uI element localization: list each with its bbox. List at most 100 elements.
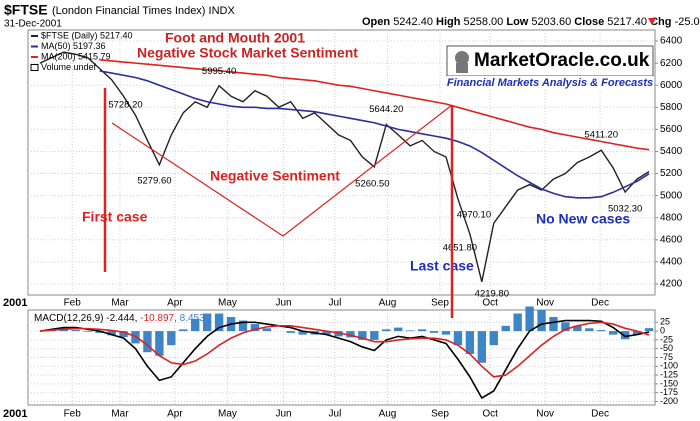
down-arrow <box>648 18 656 25</box>
y-tick-label: 4200 <box>660 279 683 290</box>
histogram-bar <box>214 313 224 332</box>
histogram-bar <box>155 331 164 356</box>
y-tick-label: 5200 <box>660 168 683 179</box>
x-tick-label: Jul <box>329 409 342 420</box>
annotation: Last case <box>410 258 474 274</box>
histogram-bar <box>620 331 630 340</box>
price-label: 5411.20 <box>584 130 618 141</box>
histogram-bar <box>298 331 307 335</box>
legend-label: MA(50) 5197.36 <box>41 41 106 51</box>
histogram-bar <box>191 318 200 332</box>
price-label: 5279.60 <box>137 175 171 186</box>
y-tick-label: 5600 <box>660 124 683 135</box>
price-label: 4651.80 <box>443 243 477 254</box>
tagline-box <box>447 76 653 90</box>
histogram-bar <box>597 330 606 332</box>
price-label: 5644.20 <box>369 104 403 115</box>
histogram-bar <box>489 331 498 346</box>
year-label: 2001 <box>3 408 27 420</box>
logo-icon <box>456 63 468 73</box>
legend-label: $FTSE (Daily) 5217.40 <box>41 30 133 40</box>
logo-icon <box>455 51 469 65</box>
histogram-bar <box>429 331 439 333</box>
year-label: 2001 <box>3 297 27 309</box>
histogram-bar <box>95 331 104 333</box>
histogram-bar <box>417 329 427 332</box>
histogram-bar <box>322 331 331 335</box>
x-tick-label: Feb <box>64 298 82 309</box>
v-sentiment-line <box>111 104 453 237</box>
drawn-lines <box>103 88 454 318</box>
price-label: 5995.40 <box>202 66 236 77</box>
histogram-bar <box>179 329 188 332</box>
histogram-bar <box>250 324 260 332</box>
y-tick-label: -50 <box>660 343 673 353</box>
y-tick-label: 6200 <box>660 58 683 69</box>
logo-box <box>446 45 654 77</box>
x-tick-label: Aug <box>379 409 397 420</box>
histogram-bar <box>262 328 272 332</box>
price-label: 4970.10 <box>457 209 491 220</box>
histogram-bar <box>609 331 618 335</box>
x-tick-label: Oct <box>482 409 498 420</box>
series-line <box>39 319 650 400</box>
y-tick-label: -75 <box>660 352 673 362</box>
y-tick-label: 6000 <box>660 80 683 91</box>
y-tick-label: -125 <box>660 369 678 379</box>
quote-label: Open <box>362 16 390 28</box>
histogram-bar <box>549 317 558 332</box>
y-tick-label: -25 <box>660 334 673 344</box>
legend-label: Volume undef <box>41 62 97 72</box>
x-tick-label: Jun <box>276 298 292 309</box>
y-tick-label: 0 <box>660 325 665 335</box>
x-tick-label: Jul <box>329 298 342 309</box>
x-tick-label: May <box>218 298 237 309</box>
histogram-bar <box>238 320 248 332</box>
price-label: 5032.30 <box>608 204 642 215</box>
histogram-bar <box>465 331 475 354</box>
y-tick-label: 4400 <box>660 257 683 268</box>
y-tick-label: 5000 <box>660 190 683 201</box>
macd-name: MACD(12,26,9) <box>34 313 103 324</box>
signal-value: -10.897, <box>140 313 177 324</box>
logo-tagline: Financial Markets Analysis & Forecasts <box>447 77 653 89</box>
x-tick-label: Sep <box>431 409 449 420</box>
histogram-bar <box>346 331 355 338</box>
histogram-bar <box>167 331 176 346</box>
x-tick-label: Oct <box>482 298 498 309</box>
series-line <box>99 70 650 199</box>
histogram-bar <box>477 331 487 363</box>
x-tick-label: Dec <box>591 298 609 309</box>
histogram-bar <box>334 331 343 337</box>
y-tick-label: -200 <box>660 396 678 406</box>
quote-value: 5203.60 <box>531 16 571 28</box>
x-tick-label: May <box>218 409 237 420</box>
histogram-bar <box>394 327 403 332</box>
series-line <box>39 321 650 378</box>
date: 31-Dec-2001 <box>4 19 62 30</box>
annotation: Negative Stock Market Sentiment <box>137 45 358 61</box>
histogram-bar <box>501 325 510 332</box>
histogram-bar <box>59 329 69 332</box>
quote-value: 5217.40 <box>607 16 647 28</box>
price-label: 4219.80 <box>475 288 509 299</box>
quote-value: 5242.40 <box>393 16 433 28</box>
macd-label: MACD(12,26,9) -2.444, -10.897, 8.453 <box>34 313 205 324</box>
histogram-bar <box>71 330 80 332</box>
series-line <box>99 59 650 151</box>
plot-area <box>27 309 656 406</box>
macd-value: -2.444, <box>106 313 137 324</box>
x-tick-label: Jun <box>276 409 292 420</box>
x-tick-label: Dec <box>591 409 609 420</box>
x-tick-label: Mar <box>111 298 129 309</box>
x-tick-label: Nov <box>536 298 554 309</box>
header: $FTSE (London Financial Times Index) IND… <box>4 2 700 30</box>
logo: MarketOracle.co.uk Financial Markets Ana… <box>446 45 654 90</box>
y-tick-label: 4600 <box>660 234 683 245</box>
y-tick-label: -150 <box>660 378 678 388</box>
histogram-bar <box>644 328 654 332</box>
histogram-bar <box>585 328 594 332</box>
x-tick-label: Apr <box>167 409 183 420</box>
histogram-bar <box>202 313 212 332</box>
y-tick-label: 5800 <box>660 102 683 113</box>
